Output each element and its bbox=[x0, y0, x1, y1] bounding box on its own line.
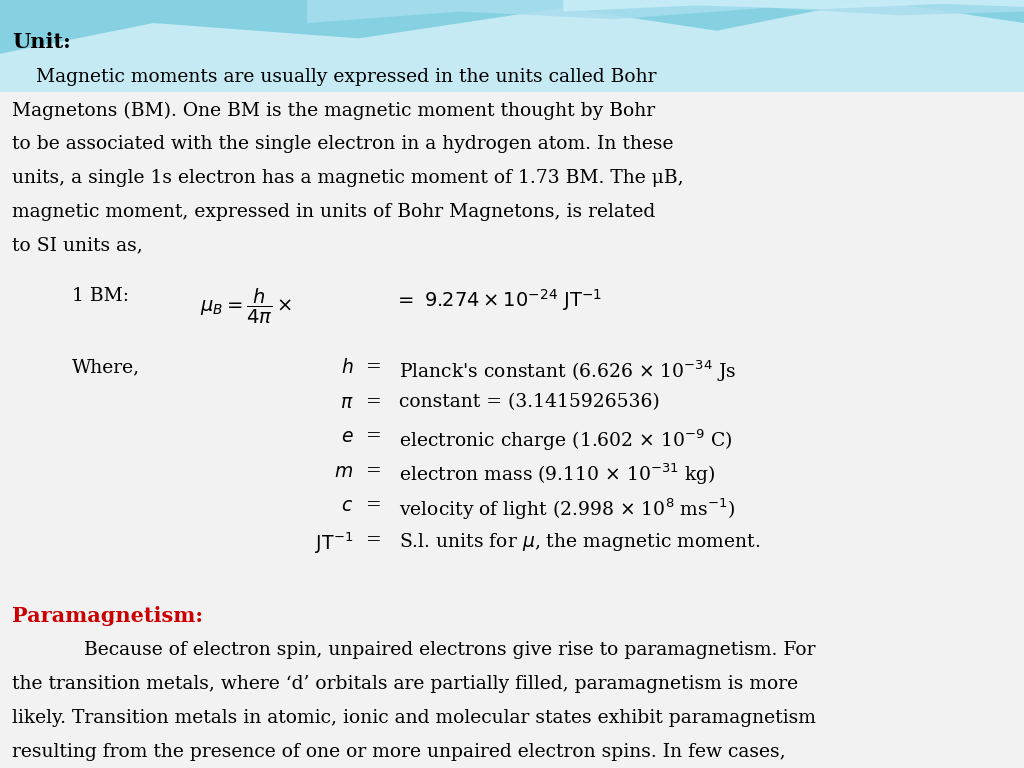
Bar bbox=[0, 0, 1024, 92]
Text: units, a single 1s electron has a magnetic moment of 1.73 BM. The μB,: units, a single 1s electron has a magnet… bbox=[12, 169, 684, 187]
Text: to be associated with the single electron in a hydrogen atom. In these: to be associated with the single electro… bbox=[12, 135, 674, 154]
Text: =: = bbox=[366, 496, 382, 515]
Text: $\mathrm{JT}^{-1}$: $\mathrm{JT}^{-1}$ bbox=[315, 531, 353, 556]
Text: S.l. units for $\mu$, the magnetic moment.: S.l. units for $\mu$, the magnetic momen… bbox=[399, 531, 761, 553]
Text: $h$: $h$ bbox=[341, 359, 353, 377]
Polygon shape bbox=[563, 0, 1024, 12]
Polygon shape bbox=[307, 0, 1024, 23]
Text: =: = bbox=[366, 462, 382, 480]
Text: $= \ 9.274 \times 10^{-24} \ \mathrm{JT}^{-1}$: $= \ 9.274 \times 10^{-24} \ \mathrm{JT}… bbox=[394, 287, 602, 313]
Text: =: = bbox=[366, 427, 382, 445]
Text: electron mass (9.110 $\times$ 10$^{-31}$ kg): electron mass (9.110 $\times$ 10$^{-31}$… bbox=[399, 462, 716, 487]
Text: Paramagnetism:: Paramagnetism: bbox=[12, 606, 204, 626]
Text: =: = bbox=[366, 392, 382, 411]
Text: Where,: Where, bbox=[72, 359, 140, 376]
Text: $\pi$: $\pi$ bbox=[340, 392, 353, 412]
Text: likely. Transition metals in atomic, ionic and molecular states exhibit paramagn: likely. Transition metals in atomic, ion… bbox=[12, 709, 816, 727]
Text: the transition metals, where ‘d’ orbitals are partially filled, paramagnetism is: the transition metals, where ‘d’ orbital… bbox=[12, 675, 799, 693]
Text: Magnetic moments are usually expressed in the units called Bohr: Magnetic moments are usually expressed i… bbox=[12, 68, 656, 86]
Text: 1 BM:: 1 BM: bbox=[72, 287, 129, 306]
Text: =: = bbox=[366, 531, 382, 548]
Text: constant = (3.1415926536): constant = (3.1415926536) bbox=[399, 392, 660, 411]
Text: Magnetons (BM). One BM is the magnetic moment thought by Bohr: Magnetons (BM). One BM is the magnetic m… bbox=[12, 101, 655, 120]
Text: =: = bbox=[366, 359, 382, 376]
Text: $e$: $e$ bbox=[341, 427, 353, 446]
Text: resulting from the presence of one or more unpaired electron spins. In few cases: resulting from the presence of one or mo… bbox=[12, 743, 785, 760]
Text: $m$: $m$ bbox=[334, 462, 353, 481]
Text: to SI units as,: to SI units as, bbox=[12, 237, 143, 255]
Text: electronic charge (1.602 $\times$ 10$^{-9}$ C): electronic charge (1.602 $\times$ 10$^{-… bbox=[399, 427, 733, 453]
Text: Because of electron spin, unpaired electrons give rise to paramagnetism. For: Because of electron spin, unpaired elect… bbox=[12, 641, 816, 659]
Text: $\mu_B = \dfrac{h}{4\pi} \times$: $\mu_B = \dfrac{h}{4\pi} \times$ bbox=[200, 287, 292, 326]
Text: Planck's constant (6.626 $\times$ 10$^{-34}$ Js: Planck's constant (6.626 $\times$ 10$^{-… bbox=[399, 359, 736, 384]
Text: Unit:: Unit: bbox=[12, 32, 71, 52]
Polygon shape bbox=[0, 0, 1024, 54]
Text: velocity of light (2.998 $\times$ 10$^{8}$ ms$^{-1}$): velocity of light (2.998 $\times$ 10$^{8… bbox=[399, 496, 735, 521]
Text: $c$: $c$ bbox=[341, 496, 353, 515]
Text: magnetic moment, expressed in units of Bohr Magnetons, is related: magnetic moment, expressed in units of B… bbox=[12, 203, 655, 221]
